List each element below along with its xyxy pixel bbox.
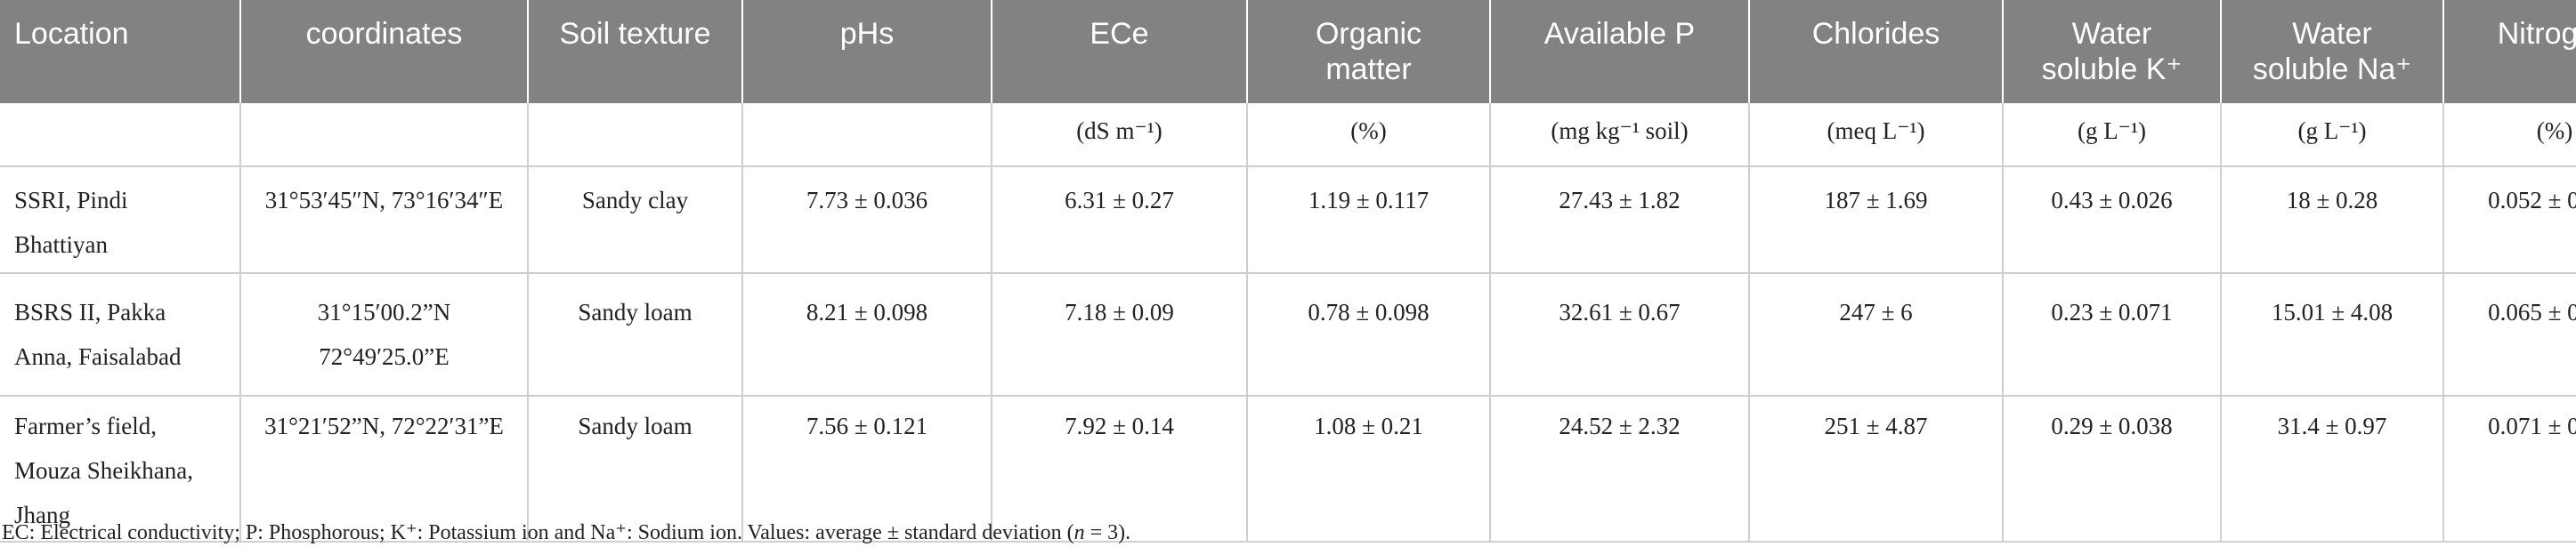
column-header: Location — [0, 0, 241, 103]
column-header: Nitrogen — [2443, 0, 2576, 103]
footnote-text: EC: Electrical conductivity; P: Phosphor… — [2, 521, 1074, 544]
unit-cell: (%) — [2443, 103, 2576, 167]
coordinates-cell: 31°53′45″N, 73°16′34″E — [240, 166, 529, 274]
soil-texture-cell: Sandy loam — [528, 273, 743, 397]
column-header-line: Organic — [1315, 17, 1422, 51]
column-header: Water soluble K⁺ — [2003, 0, 2222, 103]
footnote-n: n — [1073, 521, 1085, 544]
unit-cell — [0, 103, 241, 167]
soil-texture-cell: Sandy clay — [528, 166, 743, 274]
location-line: Farmer’s field, — [14, 413, 157, 439]
column-header: Organic matter — [1247, 0, 1491, 103]
table-row: Farmer’s field, Mouza Sheikhana, Jhang 31°2… — [0, 396, 2576, 543]
value-cell: 18 ± 0.28 — [2221, 166, 2444, 274]
coordinates-cell: 31°15′00.2”N 72°49′25.0”E — [240, 273, 529, 397]
value-cell: 247 ± 6 — [1749, 273, 2004, 397]
column-header: Available P — [1490, 0, 1750, 103]
unit-cell: (g L⁻¹) — [2003, 103, 2222, 167]
value-cell: 1.08 ± 0.21 — [1247, 396, 1491, 543]
table-row: SSRI, Pindi Bhattiyan 31°53′45″N, 73°16′34… — [0, 166, 2576, 274]
column-header-line: soluble K⁺ — [2041, 52, 2183, 86]
unit-cell: (meq L⁻¹) — [1749, 103, 2004, 167]
value-cell: 0.29 ± 0.038 — [2003, 396, 2222, 543]
unit-cell: (dS m⁻¹) — [992, 103, 1248, 167]
column-header-line: coordinates — [305, 17, 463, 51]
column-header-line: Water — [2292, 17, 2372, 51]
location-line: Anna, Faisalabad — [14, 343, 182, 370]
coordinates-cell: 31°21′52”N, 72°22′31”E — [240, 396, 529, 543]
value-cell: 0.071 ± 0.004 — [2443, 396, 2576, 543]
column-header: Chlorides — [1749, 0, 2004, 103]
value-cell: 27.43 ± 1.82 — [1490, 166, 1750, 274]
location-line: Jhang — [14, 502, 70, 528]
unit-cell: (g L⁻¹) — [2221, 103, 2444, 167]
column-header-line: matter — [1325, 52, 1412, 86]
units-row: (dS m⁻¹) (%) (mg kg⁻¹ soil) (meq L⁻¹) (g L⁻¹… — [0, 103, 2576, 167]
table-footnote: EC: Electrical conductivity; P: Phosphor… — [2, 519, 1130, 545]
column-header-line: Water — [2071, 17, 2152, 51]
column-header: Water soluble Na⁺ — [2221, 0, 2444, 103]
value-cell: 0.23 ± 0.071 — [2003, 273, 2222, 397]
value-cell: 7.18 ± 0.09 — [992, 273, 1248, 397]
location-cell: Farmer’s field, Mouza Sheikhana, Jhang — [0, 396, 241, 543]
value-cell: 251 ± 4.87 — [1749, 396, 2004, 543]
column-header-line: ECe — [1090, 17, 1149, 51]
value-cell: 32.61 ± 0.67 — [1490, 273, 1750, 397]
column-header-line: Soil texture — [559, 17, 711, 51]
coordinates-line: 31°53′45″N, 73°16′34″E — [264, 187, 504, 213]
coordinates-line: 31°21′52”N, 72°22′31”E — [264, 413, 504, 439]
column-header-line: Nitrogen — [2497, 17, 2576, 51]
unit-cell: (mg kg⁻¹ soil) — [1490, 103, 1750, 167]
value-cell: 8.21 ± 0.098 — [742, 273, 992, 397]
soil-texture-cell: Sandy loam — [528, 396, 743, 543]
value-cell: 31.4 ± 0.97 — [2221, 396, 2444, 543]
value-cell: 7.92 ± 0.14 — [992, 396, 1248, 543]
unit-cell: (%) — [1247, 103, 1491, 167]
column-header-line: pHs — [839, 17, 895, 51]
location-line: SSRI, Pindi — [14, 187, 128, 213]
value-cell: 187 ± 1.69 — [1749, 166, 2004, 274]
unit-cell — [742, 103, 992, 167]
column-header-line: Location — [14, 17, 129, 51]
column-header-line: soluble Na⁺ — [2252, 52, 2412, 86]
value-cell: 7.73 ± 0.036 — [742, 166, 992, 274]
value-cell: 6.31 ± 0.27 — [992, 166, 1248, 274]
value-cell: 24.52 ± 2.32 — [1490, 396, 1750, 543]
value-cell: 0.052 ± 0.004 — [2443, 166, 2576, 274]
unit-cell — [240, 103, 529, 167]
location-line: BSRS II, Pakka — [14, 299, 166, 326]
column-header: coordinates — [240, 0, 529, 103]
location-line: Bhattiyan — [14, 231, 108, 258]
column-header: ECe — [992, 0, 1248, 103]
footnote-end: = 3). — [1084, 521, 1131, 544]
column-header-line: Available P — [1543, 17, 1696, 51]
header-row: Location coordinates Soil texture pHs ECe Org… — [0, 0, 2576, 103]
value-cell: 7.56 ± 0.121 — [742, 396, 992, 543]
location-cell: SSRI, Pindi Bhattiyan — [0, 166, 241, 274]
location-line: Mouza Sheikhana, — [14, 457, 193, 484]
column-header: Soil texture — [528, 0, 743, 103]
value-cell: 0.78 ± 0.098 — [1247, 273, 1491, 397]
value-cell: 1.19 ± 0.117 — [1247, 166, 1491, 274]
soil-properties-table: Location coordinates Soil texture pHs ECe Org… — [0, 0, 2576, 543]
value-cell: 0.43 ± 0.026 — [2003, 166, 2222, 274]
column-header: pHs — [742, 0, 992, 103]
coordinates-line: 72°49′25.0”E — [319, 343, 450, 370]
column-header-line: Chlorides — [1811, 17, 1940, 51]
value-cell: 15.01 ± 4.08 — [2221, 273, 2444, 397]
coordinates-line: 31°15′00.2”N — [317, 299, 451, 326]
location-cell: BSRS II, Pakka Anna, Faisalabad — [0, 273, 241, 397]
unit-cell — [528, 103, 743, 167]
value-cell: 0.065 ± 0.007 — [2443, 273, 2576, 397]
table-row: BSRS II, Pakka Anna, Faisalabad 31°15′00.2… — [0, 273, 2576, 397]
